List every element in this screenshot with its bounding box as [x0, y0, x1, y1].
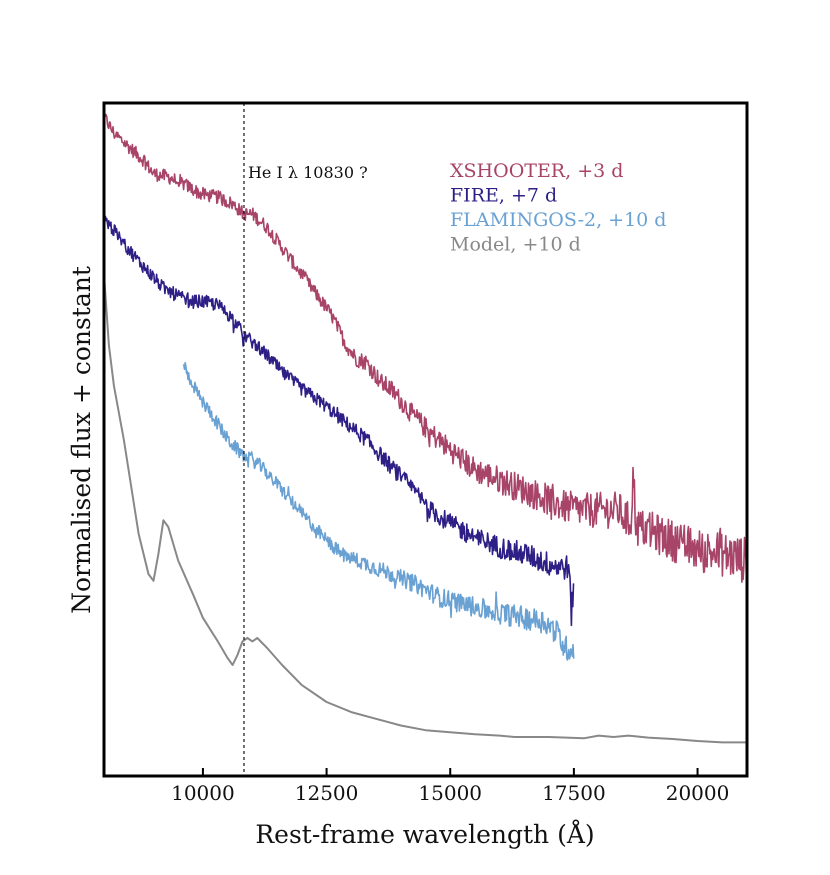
series-layer — [104, 112, 747, 744]
legend-entry: XSHOOTER, +3 d — [450, 160, 623, 182]
y-axis-label: Normalised flux + constant — [67, 266, 96, 614]
x-tick-label: 10000 — [171, 781, 235, 805]
x-tick-label: 20000 — [666, 781, 730, 805]
x-tick-label: 15000 — [418, 781, 482, 805]
legend-entry: FIRE, +7 d — [450, 185, 557, 207]
series-line-model — [104, 274, 747, 744]
series-line-flamingos-2 — [182, 362, 575, 661]
x-axis-ticks: 10000 12500 15000 17500 20000 — [171, 768, 729, 805]
x-tick-label: 17500 — [542, 781, 606, 805]
plot-frame — [102, 101, 749, 778]
he-i-annotation: He I λ 10830 ? — [248, 163, 368, 182]
legend-entry: Model, +10 d — [450, 234, 581, 256]
series-line-xshooter — [104, 112, 747, 584]
x-axis-label: Rest-frame wavelength (Å) — [255, 819, 594, 849]
series-line-fire — [104, 215, 575, 627]
x-tick-label: 12500 — [295, 781, 359, 805]
legend-entry: FLAMINGOS-2, +10 d — [450, 209, 666, 231]
